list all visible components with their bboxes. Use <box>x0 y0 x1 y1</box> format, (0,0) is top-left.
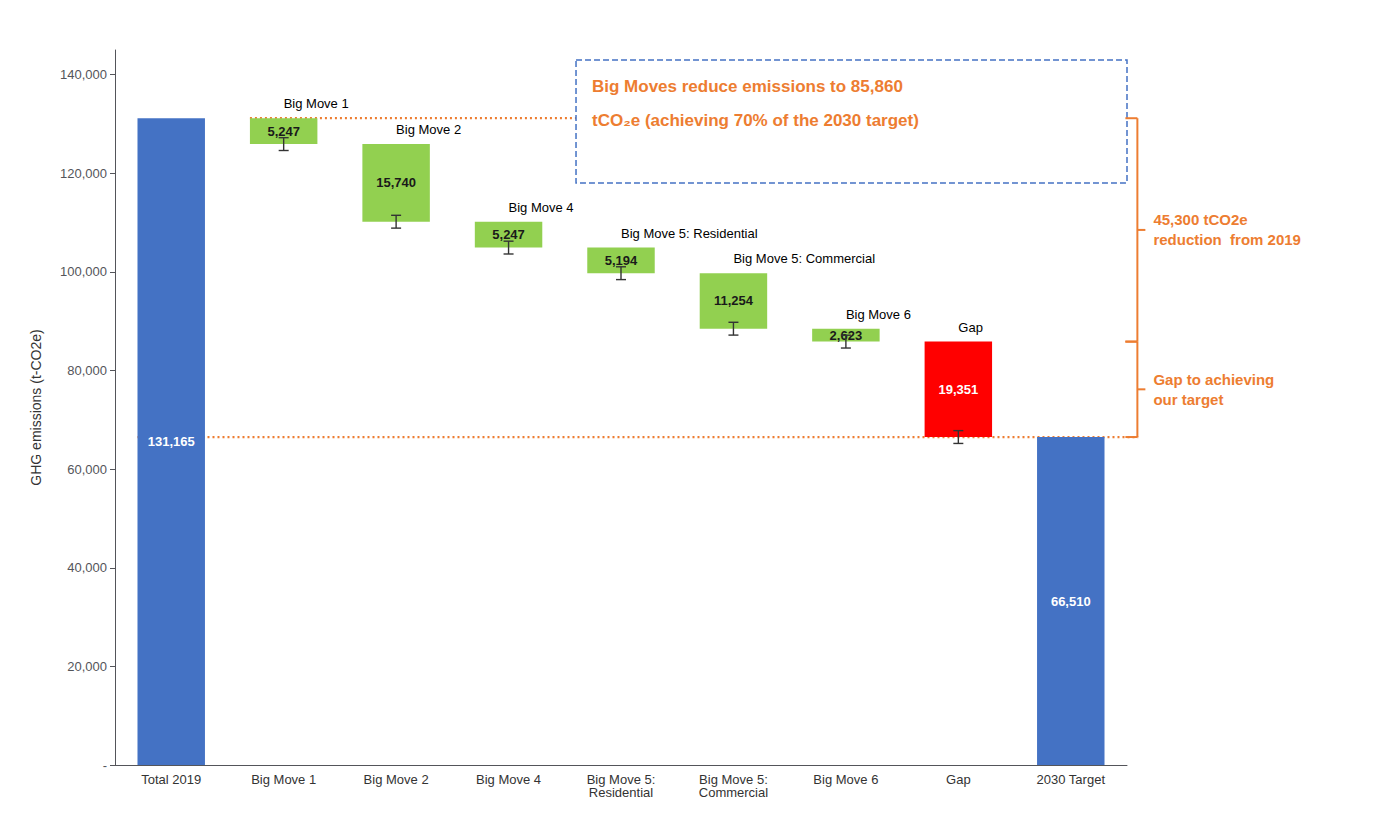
svg-text:5,247: 5,247 <box>492 227 525 242</box>
svg-text:Big Move 2: Big Move 2 <box>396 122 461 137</box>
svg-text:2,623: 2,623 <box>829 327 863 343</box>
svg-text:Big Move 5: Residential: Big Move 5: Residential <box>621 226 758 241</box>
svg-text:80,000: 80,000 <box>67 363 107 378</box>
svg-text:Commercial: Commercial <box>699 785 768 800</box>
svg-text:45,300 tCO2e: 45,300 tCO2e <box>1153 211 1247 228</box>
svg-text:GHG emissions (t-CO2e): GHG emissions (t-CO2e) <box>28 329 44 485</box>
svg-text:Gap to achieving: Gap to achieving <box>1153 371 1274 388</box>
svg-text:19,351: 19,351 <box>938 382 978 397</box>
svg-text:Gap: Gap <box>958 320 983 335</box>
svg-text:Big Move 4: Big Move 4 <box>476 772 541 787</box>
svg-text:120,000: 120,000 <box>60 166 107 181</box>
svg-text:Total 2019: Total 2019 <box>141 772 201 787</box>
svg-text:Big Move 5: Commercial: Big Move 5: Commercial <box>733 251 875 266</box>
svg-text:Big Move 1: Big Move 1 <box>251 772 316 787</box>
svg-text:5,247: 5,247 <box>267 124 300 139</box>
svg-text:Big Move 2: Big Move 2 <box>364 772 429 787</box>
svg-text:60,000: 60,000 <box>67 462 107 477</box>
svg-text:20,000: 20,000 <box>67 659 107 674</box>
svg-text:Gap: Gap <box>946 772 971 787</box>
svg-text:15,740: 15,740 <box>376 175 416 190</box>
svg-text:Big Move 1: Big Move 1 <box>284 96 349 111</box>
svg-text:reduction from 2019: reduction from 2019 <box>1153 231 1301 248</box>
svg-text:2030 Target: 2030 Target <box>1037 772 1106 787</box>
svg-text:11,254: 11,254 <box>714 293 754 308</box>
svg-text:Big Move 5:: Big Move 5: <box>699 772 768 787</box>
svg-text:66,510: 66,510 <box>1051 594 1091 609</box>
svg-text:5,194: 5,194 <box>605 253 638 268</box>
svg-text:Big Moves reduce emissions to: Big Moves reduce emissions to 85,860 <box>592 77 903 96</box>
svg-text:131,165: 131,165 <box>148 434 195 449</box>
svg-text:our target: our target <box>1153 391 1223 408</box>
svg-text:Big Move 5:: Big Move 5: <box>586 772 656 787</box>
svg-text:100,000: 100,000 <box>60 264 107 279</box>
svg-text:tCO₂e (achieving 70% of the 20: tCO₂e (achieving 70% of the 2030 target) <box>592 111 919 130</box>
svg-text:Big Move 6: Big Move 6 <box>846 307 911 322</box>
svg-text:Residential: Residential <box>589 785 653 800</box>
svg-text:140,000: 140,000 <box>60 67 107 82</box>
svg-text:Big Move 6: Big Move 6 <box>813 772 878 787</box>
svg-text:-: - <box>103 758 107 773</box>
svg-text:40,000: 40,000 <box>67 560 107 575</box>
svg-text:Big Move 4: Big Move 4 <box>509 200 574 215</box>
